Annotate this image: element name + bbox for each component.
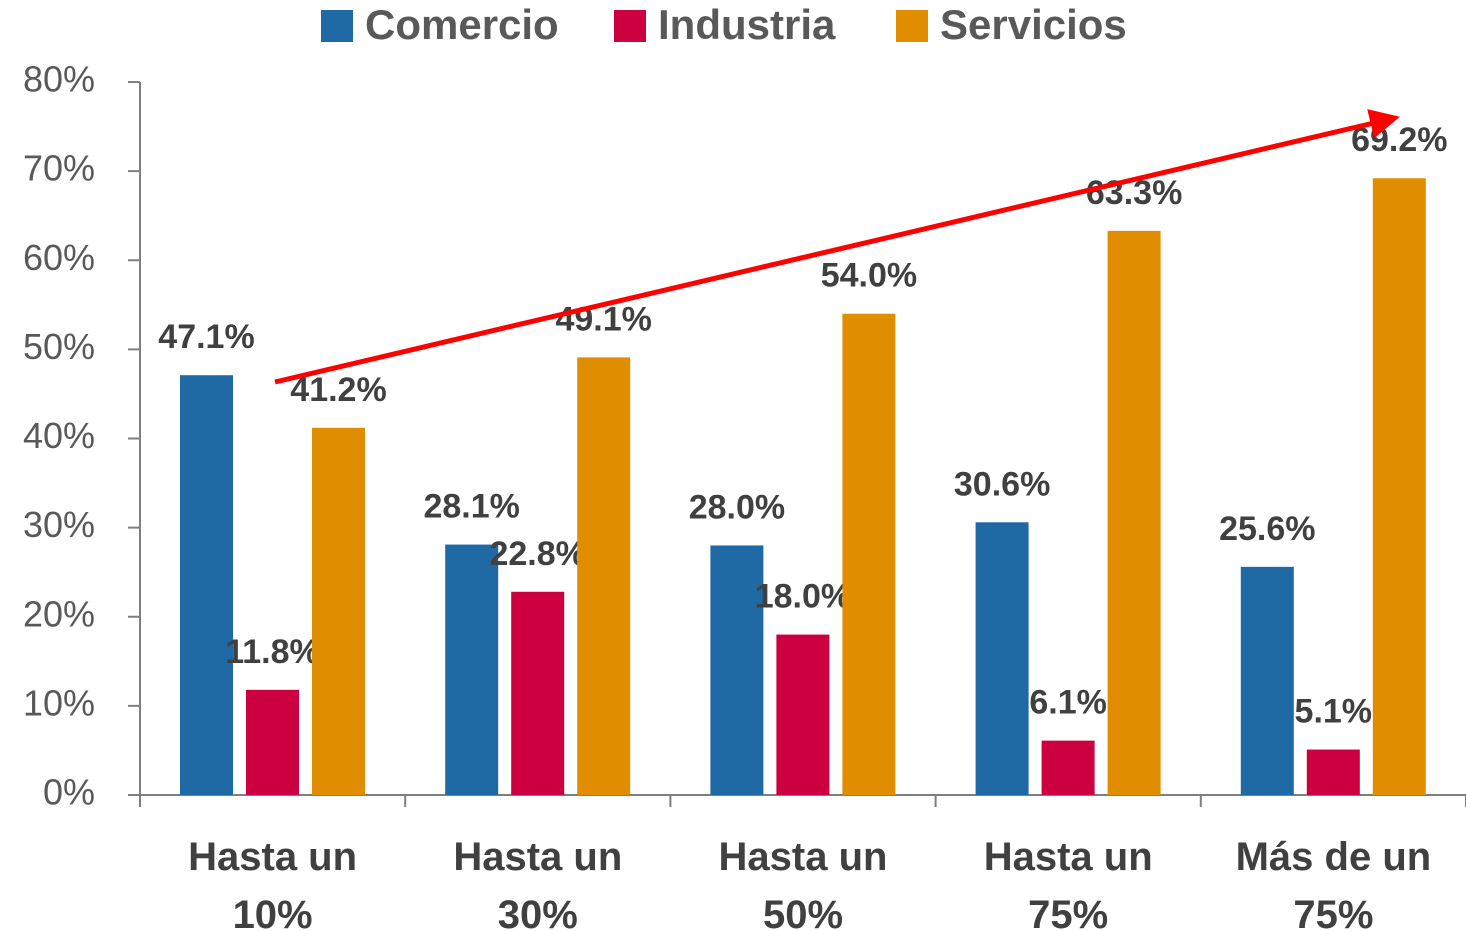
y-tick-label: 30% (23, 504, 95, 545)
x-tick-label: Más de un 75% (1235, 835, 1432, 931)
bar (1372, 178, 1426, 795)
bar (1240, 566, 1294, 795)
bar (842, 313, 896, 795)
legend-swatch (321, 10, 353, 42)
y-tick-label: 70% (23, 148, 95, 189)
data-label: 25.6% (1219, 510, 1315, 548)
bar (975, 522, 1029, 795)
bar (776, 634, 830, 795)
legend-label: Comercio (365, 1, 559, 48)
bar (1107, 230, 1161, 795)
bar (511, 591, 565, 795)
data-label: 54.0% (821, 257, 917, 295)
data-label: 6.1% (1029, 684, 1107, 722)
data-label: 18.0% (755, 578, 851, 616)
y-tick-label: 50% (23, 326, 95, 367)
bar (246, 689, 299, 795)
data-label: 30.6% (954, 465, 1050, 503)
x-tick-label: Hasta un 50% (718, 835, 888, 931)
data-label: 28.0% (689, 488, 785, 526)
trend-arrow (274, 109, 1400, 385)
y-tick-label: 20% (23, 593, 95, 634)
y-tick-label: 60% (23, 237, 95, 278)
y-tick-label: 0% (43, 772, 95, 813)
y-tick-label: 40% (23, 415, 95, 456)
data-label: 28.1% (423, 488, 519, 526)
legend-label: Industria (658, 1, 836, 48)
legend-swatch (614, 10, 646, 42)
data-label: 22.8% (489, 535, 585, 573)
y-tick-label: 10% (23, 682, 95, 723)
bar (312, 427, 365, 795)
bar (445, 544, 499, 795)
x-tick-label: Hasta un 30% (453, 835, 623, 931)
bar (1041, 740, 1095, 795)
x-tick-label: Hasta un 75% (983, 835, 1153, 931)
legend-label: Servicios (940, 1, 1127, 48)
bar (1306, 749, 1360, 795)
data-label: 47.1% (158, 318, 254, 356)
data-label: 11.8% (225, 633, 320, 671)
legend-swatch (896, 10, 928, 42)
x-tick-label: Hasta un 10% (188, 835, 358, 931)
y-tick-label: 80% (23, 59, 95, 100)
bar (710, 545, 764, 795)
data-label: 5.1% (1295, 693, 1373, 731)
bar (577, 357, 631, 795)
bar (180, 375, 233, 795)
